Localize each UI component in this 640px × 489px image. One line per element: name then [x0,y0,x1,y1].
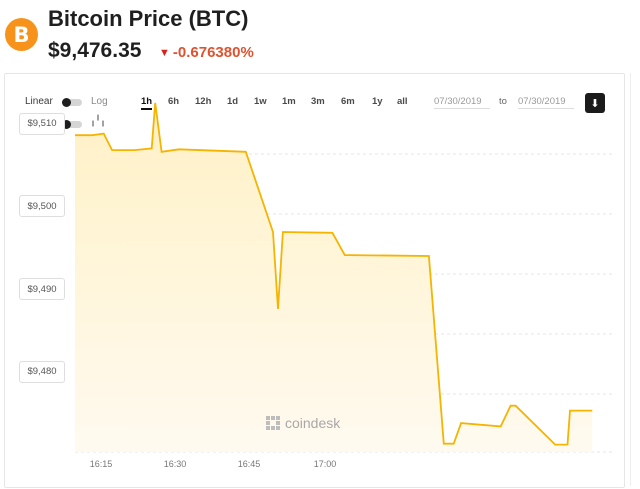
date-to-input[interactable] [518,94,574,109]
adjacent-panel-edge [630,73,640,486]
range-1m[interactable]: 1m [282,96,296,107]
log-scale-label[interactable]: Log [91,96,108,107]
scale-toggle[interactable] [62,98,82,107]
header: B Bitcoin Price (BTC) $9,476.35 ▼ -0.6763… [0,0,640,72]
x-tick-label: 16:45 [237,459,261,469]
watermark-text: coindesk [285,415,341,431]
range-6m[interactable]: 6m [341,96,355,107]
price-change: ▼ -0.676380% [159,44,254,61]
x-tick-label: 17:00 [313,459,337,469]
range-6h[interactable]: 6h [168,96,180,107]
price-chart[interactable] [5,74,624,487]
candlestick-icon[interactable]: ╻╹╻ [90,116,106,127]
download-icon: ⬇ [590,97,600,110]
scale-toggle-knob [62,98,71,107]
range-1y[interactable]: 1y [372,96,383,107]
date-from-input[interactable] [434,94,490,109]
range-1h[interactable]: 1h [141,96,153,110]
coindesk-logo-icon [266,416,280,430]
download-button[interactable]: ⬇ [585,93,605,113]
price-change-value: -0.676380% [172,44,254,61]
range-12h[interactable]: 12h [195,96,212,107]
y-tick-label: $9,510 [19,112,65,135]
y-tick-label: $9,500 [19,195,65,218]
coindesk-watermark: coindesk [266,415,340,431]
linear-scale-label[interactable]: Linear [25,96,53,107]
range-1d[interactable]: 1d [227,96,239,107]
page-title: Bitcoin Price (BTC) [48,6,249,31]
range-all[interactable]: all [397,96,408,107]
chart-panel: Linear Log 〜 ╻╹╻ 1h 6h 12h 1d 1w 1m 3m 6… [4,73,625,488]
x-tick-label: 16:30 [163,459,187,469]
y-tick-label: $9,490 [19,278,65,301]
bitcoin-logo-icon: B [5,18,38,51]
y-tick-label: $9,480 [19,360,65,383]
x-tick-label: 16:15 [89,459,113,469]
date-to-label: to [499,96,507,107]
down-arrow-icon: ▼ [159,47,170,59]
price-line[interactable] [75,102,593,446]
range-3m[interactable]: 3m [311,96,325,107]
price-area-fill [75,102,593,453]
chart-type-toggle-knob [62,120,71,129]
current-price: $9,476.35 [48,39,142,62]
range-1w[interactable]: 1w [254,96,267,107]
chart-type-toggle[interactable] [62,120,82,129]
